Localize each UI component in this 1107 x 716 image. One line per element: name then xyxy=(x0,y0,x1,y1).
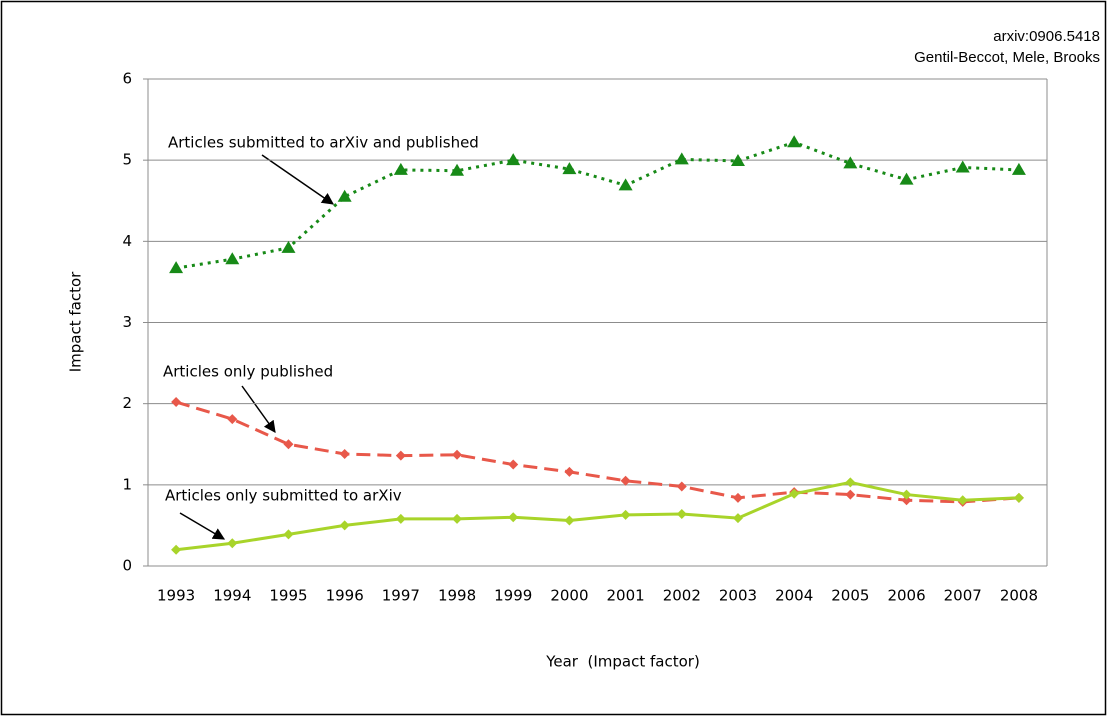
data-point xyxy=(283,529,294,540)
data-point xyxy=(676,509,687,520)
data-point xyxy=(450,163,465,176)
y-axis-label: Impact factor xyxy=(67,271,85,372)
data-point xyxy=(564,466,575,477)
data-point xyxy=(955,160,970,173)
data-point xyxy=(508,459,519,470)
data-point xyxy=(732,492,743,503)
x-tick-label: 2008 xyxy=(1000,587,1038,605)
data-point xyxy=(562,162,577,175)
series-line xyxy=(175,480,1019,552)
data-point xyxy=(901,489,912,500)
data-point xyxy=(337,189,352,202)
data-point xyxy=(225,252,240,265)
data-point xyxy=(676,481,687,492)
x-tick-label: 2006 xyxy=(887,587,925,605)
annotation: Gentil-Beccot, Mele, Brooks xyxy=(914,49,1100,66)
data-point xyxy=(564,515,575,526)
data-point xyxy=(789,488,800,499)
data-point xyxy=(901,495,912,506)
y-tick-label: 3 xyxy=(122,313,132,331)
data-point xyxy=(171,544,182,555)
data-point xyxy=(339,520,350,531)
arrow xyxy=(261,154,334,205)
data-point xyxy=(1013,492,1024,503)
data-point xyxy=(283,439,294,450)
arrow xyxy=(179,512,226,540)
data-point xyxy=(452,513,463,524)
series-line xyxy=(175,140,1019,270)
data-point xyxy=(620,509,631,520)
data-point xyxy=(1011,162,1026,175)
data-point xyxy=(620,475,631,486)
data-point xyxy=(508,512,519,523)
data-point xyxy=(395,513,406,524)
x-tick-label: 2003 xyxy=(719,587,757,605)
data-point xyxy=(899,172,914,185)
annotation: arxiv:0906.5418 xyxy=(993,28,1100,45)
series-label: Articles only submitted to arXiv xyxy=(165,487,402,505)
data-point xyxy=(452,449,463,460)
x-tick-label: 2002 xyxy=(663,587,701,605)
x-tick-label: 1999 xyxy=(494,587,532,605)
y-tick-label: 2 xyxy=(122,394,132,412)
arrow xyxy=(241,385,276,433)
x-tick-label: 1997 xyxy=(382,587,420,605)
data-point xyxy=(618,178,633,191)
x-tick-label: 2000 xyxy=(550,587,588,605)
data-point xyxy=(227,538,238,549)
x-tick-label: 1998 xyxy=(438,587,476,605)
data-point xyxy=(393,162,408,175)
x-tick-label: 1995 xyxy=(269,587,307,605)
data-point xyxy=(395,450,406,461)
data-point xyxy=(281,240,296,253)
x-tick-label: 1993 xyxy=(157,587,195,605)
x-axis-label: Year (Impact factor) xyxy=(545,653,700,671)
data-point xyxy=(227,414,238,425)
y-tick-label: 1 xyxy=(122,475,132,493)
y-tick-label: 4 xyxy=(122,232,132,250)
y-tick-label: 6 xyxy=(122,70,132,88)
y-tick-label: 5 xyxy=(122,151,132,169)
data-point xyxy=(674,152,689,165)
x-tick-label: 2007 xyxy=(944,587,982,605)
data-point xyxy=(787,135,802,148)
x-tick-label: 2004 xyxy=(775,587,813,605)
x-tick-label: 2005 xyxy=(831,587,869,605)
series-label: Articles submitted to arXiv and publishe… xyxy=(168,134,479,152)
series-label: Articles only published xyxy=(163,363,333,381)
data-point xyxy=(843,156,858,169)
data-point xyxy=(845,489,856,500)
x-tick-label: 2001 xyxy=(607,587,645,605)
series-line xyxy=(175,400,1020,504)
x-tick-label: 1994 xyxy=(213,587,251,605)
y-tick-label: 0 xyxy=(122,557,132,575)
data-point xyxy=(732,513,743,524)
data-point xyxy=(506,153,521,166)
data-point xyxy=(339,448,350,459)
x-tick-label: 1996 xyxy=(326,587,364,605)
data-point xyxy=(171,397,182,408)
data-point xyxy=(845,477,856,488)
data-point xyxy=(169,261,184,274)
data-point xyxy=(730,153,745,166)
data-point xyxy=(957,495,968,506)
